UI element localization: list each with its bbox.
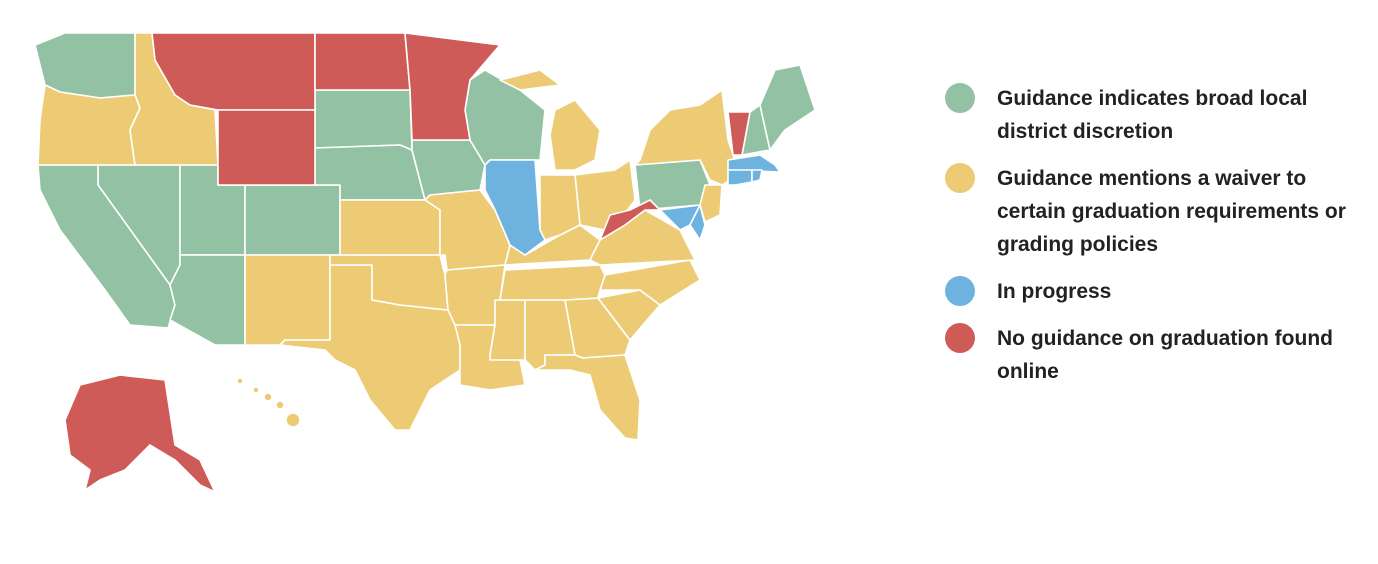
state-HI [263,392,273,402]
legend-swatch-green [945,83,975,113]
state-AZ [169,254,246,346]
state-CA [37,164,176,329]
state-TN [499,264,606,301]
state-NY [634,89,741,186]
state-VT [727,111,751,156]
legend-label: Guidance indicates broad local district … [997,87,1308,143]
state-KY [504,224,601,266]
state-WY [217,109,316,186]
state-NM [244,254,331,346]
state-OR [37,84,141,166]
legend-swatch-blue [945,276,975,306]
state-CT [727,169,753,186]
state-SD [314,89,413,151]
state-MI [499,69,561,91]
state-MA [727,154,781,173]
state-WV [599,199,661,241]
state-KS [339,199,441,256]
state-MS [489,299,526,361]
state-FL [534,354,641,441]
state-RI [751,169,763,183]
legend-item-progress: In progress [945,275,1365,308]
state-HI [285,412,301,428]
state-HI [236,377,244,385]
state-HI [275,400,285,410]
legend-label: Guidance mentions a waiver to certain gr… [997,167,1346,256]
state-ND [314,32,411,91]
legend-swatch-yellow [945,163,975,193]
legend-item-none: No guidance on graduation found online [945,322,1365,388]
state-HI [252,386,260,394]
state-OK [329,254,449,311]
state-NJ [699,184,723,223]
legend-swatch-red [945,323,975,353]
state-ME [759,64,816,151]
state-IL [484,159,546,256]
state-AK [64,374,216,493]
state-DE [689,204,706,241]
state-CO [244,184,341,256]
state-MI [549,99,601,171]
legend-item-waiver: Guidance mentions a waiver to certain gr… [945,162,1365,261]
legend-label: No guidance on graduation found online [997,327,1333,383]
state-MN [404,32,501,141]
legend-label: In progress [997,280,1112,303]
legend: Guidance indicates broad local district … [945,82,1365,402]
legend-item-broad: Guidance indicates broad local district … [945,82,1365,148]
us-map [34,32,816,493]
